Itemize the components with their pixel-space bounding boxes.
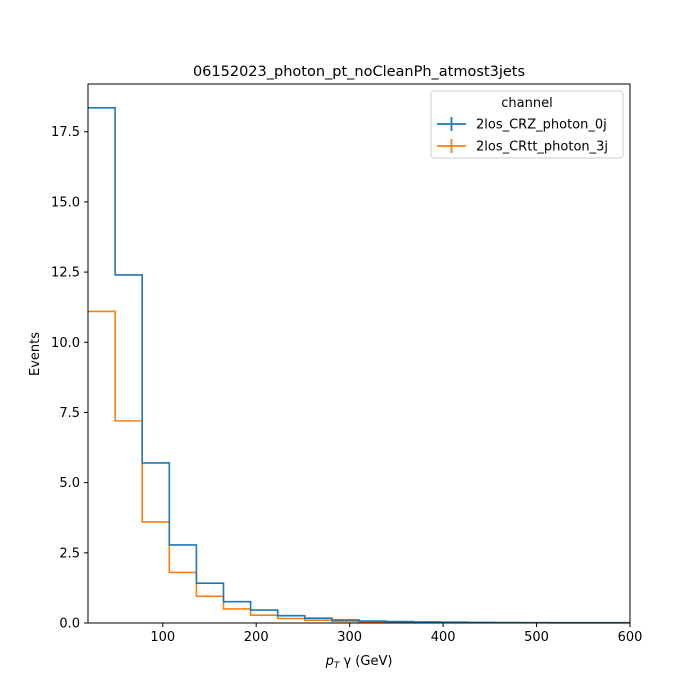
series-line-0: [88, 107, 630, 624]
legend-label: 2los_CRZ_photon_0j: [476, 118, 607, 133]
y-tick-label: 0.0: [59, 617, 80, 632]
x-tick-label: 500: [524, 630, 549, 645]
y-tick-label: 17.5: [51, 125, 80, 140]
y-tick-label: 15.0: [51, 195, 80, 210]
x-tick-label: 100: [150, 630, 175, 645]
x-axis-label: pT γ (GeV): [325, 654, 393, 671]
legend-label: 2los_CRtt_photon_3j: [476, 140, 608, 155]
x-axis: 100 200 300 400 500 600: [150, 623, 642, 645]
x-axis-label-main: p: [325, 654, 334, 669]
x-axis-label-rest: γ (GeV): [339, 654, 392, 669]
x-tick-label: 600: [618, 630, 643, 645]
y-tick-label: 7.5: [59, 406, 80, 421]
legend-entries: 2los_CRZ_photon_0j 2los_CRtt_photon_3j: [437, 117, 608, 155]
chart-title: 06152023_photon_pt_noCleanPh_atmost3jets: [193, 64, 525, 80]
plot-area: [88, 107, 630, 624]
axes-frame: [87, 83, 631, 624]
x-tick-label: 400: [431, 630, 456, 645]
legend-title: channel: [501, 96, 552, 111]
legend: channel 2los_CRZ_photon_0j 2los_CRtt_phot…: [430, 90, 624, 159]
x-axis-label-sub: T: [334, 661, 341, 671]
x-tick-label: 200: [244, 630, 269, 645]
legend-entry-0: 2los_CRZ_photon_0j: [437, 117, 607, 133]
y-axis: 0.0 2.5 5.0 7.5 10.0 12.5 15.0 17.5: [51, 125, 88, 632]
y-tick-label: 10.0: [51, 336, 80, 351]
x-tick-label: 300: [337, 630, 362, 645]
y-tick-label: 2.5: [59, 546, 80, 561]
y-axis-label: Events: [28, 332, 43, 376]
legend-box: [430, 90, 624, 159]
y-tick-label: 12.5: [51, 266, 80, 281]
legend-entry-1: 2los_CRtt_photon_3j: [437, 139, 608, 155]
y-tick-label: 5.0: [59, 476, 80, 491]
